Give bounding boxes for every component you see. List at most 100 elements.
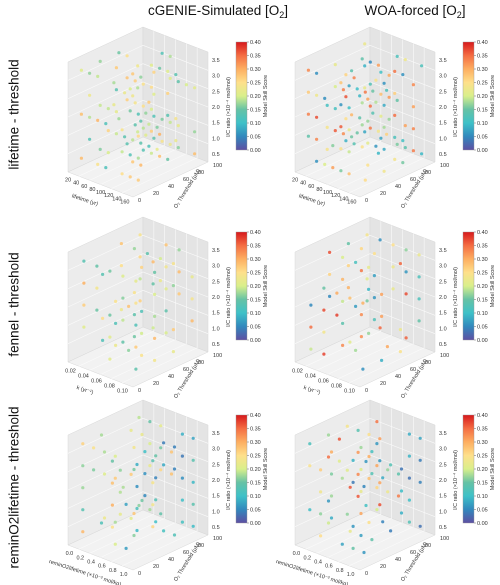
scatter-point bbox=[114, 66, 118, 70]
grid-line bbox=[305, 404, 382, 550]
scatter-point bbox=[326, 521, 331, 525]
scatter-point bbox=[148, 464, 152, 468]
x-axis-label: lifetime (yr) bbox=[298, 193, 326, 207]
scatter-point bbox=[329, 450, 334, 454]
scatter-point bbox=[339, 147, 343, 151]
x-tick-label: 0.4 bbox=[314, 559, 322, 565]
scatter-point bbox=[166, 69, 170, 73]
threshold-tick-label: 40 bbox=[395, 557, 401, 563]
scatter-point bbox=[153, 336, 157, 340]
scatter-point bbox=[315, 115, 319, 119]
scatter-point bbox=[396, 472, 401, 476]
scatter-point bbox=[356, 494, 360, 498]
scatter-point bbox=[365, 299, 369, 303]
scatter-point bbox=[393, 69, 397, 73]
scatter-point bbox=[337, 437, 341, 441]
scatter-point bbox=[164, 243, 168, 247]
scatter-point bbox=[79, 112, 83, 116]
scatter-point bbox=[365, 277, 369, 281]
scatter-point bbox=[328, 250, 332, 254]
scatter-point bbox=[158, 279, 162, 283]
scatter-point bbox=[139, 119, 143, 123]
colorbar-tick-label: 0.25 bbox=[250, 271, 261, 277]
scatter-point bbox=[385, 88, 389, 92]
grid-line bbox=[100, 412, 176, 558]
scatter-point bbox=[359, 313, 363, 317]
x-tick-label: 0.10 bbox=[344, 389, 355, 395]
scatter-point bbox=[348, 485, 352, 489]
x-tick-label: 40 bbox=[300, 181, 306, 187]
scatter-point bbox=[159, 446, 163, 450]
scatter-point bbox=[96, 162, 100, 166]
colorbar-tick-label: 0.00 bbox=[250, 338, 261, 344]
scatter-point bbox=[135, 506, 139, 511]
scatter-point bbox=[359, 335, 363, 339]
scatter-point bbox=[152, 70, 156, 74]
scatter-point bbox=[404, 336, 408, 340]
scatter-point bbox=[98, 59, 102, 64]
scatter-point bbox=[137, 503, 141, 508]
colorbar-tick-label: 0.30 bbox=[250, 257, 261, 263]
scatter-point bbox=[352, 76, 356, 80]
threshold-tick-label: 80 bbox=[198, 360, 204, 366]
z-tick-label: 2.0 bbox=[212, 478, 220, 484]
threshold-tick-label: 100 bbox=[213, 163, 222, 169]
scatter-point bbox=[128, 153, 132, 157]
colorbar-tick-label: 0.25 bbox=[250, 454, 261, 460]
colorbar-tick-label: 0.05 bbox=[250, 325, 261, 331]
scatter-point bbox=[180, 476, 184, 480]
scatter-point bbox=[145, 252, 149, 256]
scatter-point bbox=[81, 508, 85, 512]
scatter-point bbox=[121, 485, 125, 489]
scatter-point bbox=[333, 107, 337, 111]
scatter-point bbox=[177, 270, 181, 274]
scatter-point bbox=[144, 133, 148, 137]
scatter-point bbox=[341, 88, 345, 92]
scatter-point bbox=[140, 265, 144, 269]
scatter-point bbox=[309, 347, 313, 351]
scatter-point bbox=[404, 292, 408, 296]
colorbar-tick-label: 0.35 bbox=[250, 244, 261, 250]
scatter-point bbox=[136, 178, 140, 182]
scatter-point bbox=[101, 272, 105, 276]
grid-line bbox=[349, 420, 425, 567]
threshold-tick-label: 100 bbox=[440, 353, 449, 359]
colorbar-tick-label: 0.30 bbox=[477, 67, 488, 73]
scatter-point bbox=[354, 260, 358, 264]
scatter-point bbox=[168, 76, 172, 80]
scatter-point bbox=[371, 111, 375, 115]
scatter-point bbox=[152, 114, 156, 118]
scatter-point bbox=[176, 146, 180, 150]
z-tick-label: 3.5 bbox=[212, 431, 220, 437]
scatter-point bbox=[322, 308, 326, 312]
scatter-point bbox=[352, 142, 356, 146]
scatter-point bbox=[190, 319, 194, 323]
scatter-point bbox=[370, 450, 374, 454]
scatter-point bbox=[148, 442, 152, 446]
plot-svg: 0.020.040.060.080.10k (yr⁻¹) 020406080100… bbox=[65, 216, 269, 400]
z-tick-label: 2.5 bbox=[439, 279, 447, 285]
scatter-point bbox=[362, 550, 366, 555]
scatter-point bbox=[399, 511, 404, 515]
scatter-point bbox=[104, 122, 108, 126]
column-title-woa: WOA-forced [O2] bbox=[364, 3, 466, 20]
scatter-point bbox=[141, 82, 145, 86]
scatter-point bbox=[148, 420, 152, 424]
scatter-point bbox=[359, 533, 363, 538]
threshold-tick-label: 100 bbox=[213, 536, 222, 542]
scatter-point bbox=[379, 136, 383, 140]
scatter-point bbox=[331, 144, 335, 148]
scatter-point bbox=[364, 503, 368, 508]
colorbar-tick-label: 0.15 bbox=[477, 298, 488, 304]
grid-line bbox=[338, 43, 414, 189]
threshold-tick-label: 100 bbox=[440, 536, 449, 542]
threshold-tick-label: 0 bbox=[365, 198, 368, 204]
scatter-point bbox=[124, 546, 128, 550]
grid-line bbox=[122, 420, 198, 567]
panel-remin-cgenie: 0.0 0.2 0.4 0.6 0.8 1.0 reminO2lifetime (×10⁻³… bbox=[38, 395, 269, 585]
scatter-point bbox=[134, 279, 138, 283]
scatter-point bbox=[125, 54, 129, 58]
scatter-point bbox=[138, 277, 142, 281]
z-tick-label: 2.0 bbox=[439, 105, 447, 111]
colorbar-tick-label: 0.05 bbox=[477, 508, 488, 514]
